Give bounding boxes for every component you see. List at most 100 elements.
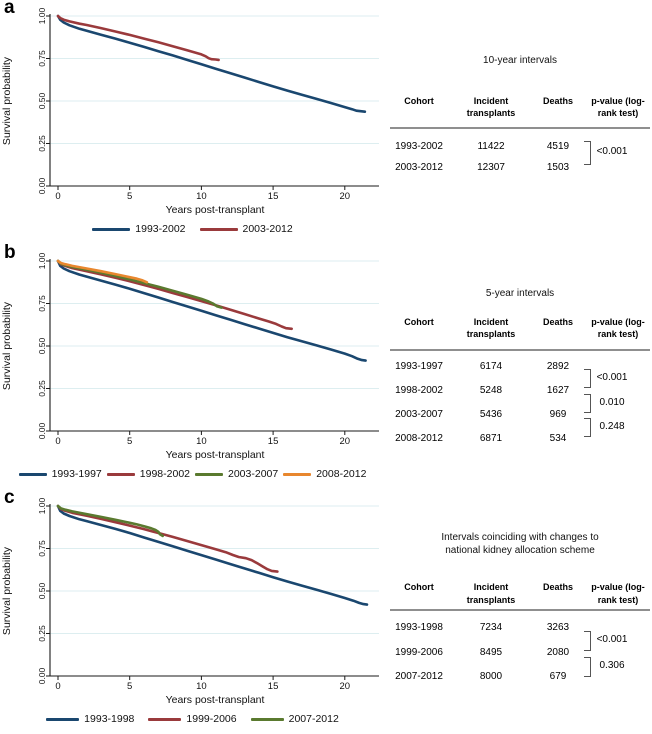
legend-label: 2003-2012: [242, 223, 293, 235]
cohort-cell: 2003-2007: [395, 409, 443, 420]
cohort-cell: 2008-2012: [395, 433, 443, 444]
legend-a: 1993-2002 2003-2012: [0, 223, 385, 235]
transplants-cell: 11422: [477, 141, 505, 152]
col-header-deaths: Deaths: [542, 96, 573, 106]
col-header-deaths: Deaths: [542, 317, 573, 327]
col-header-transplants: Incident transplants: [466, 317, 516, 339]
deaths-cell: 1627: [546, 385, 570, 396]
table-row: 1993-2002 11422 4519: [388, 141, 652, 153]
svg-text:15: 15: [268, 681, 279, 692]
legend-item: 2003-2007: [195, 468, 278, 480]
survival-plot-b: 0.00 0.25 0.50 0.75 1.00 0 5 10 15 20: [37, 252, 379, 447]
svg-text:10: 10: [196, 681, 207, 692]
legend-item: 1993-1998: [46, 713, 134, 725]
col-header-pvalue: p-value (log-rank test): [591, 317, 645, 339]
svg-text:0: 0: [55, 681, 60, 692]
svg-text:0.50: 0.50: [37, 337, 47, 354]
cohort-cell: 2003-2012: [395, 162, 443, 173]
transplants-cell: 12307: [477, 162, 505, 173]
survival-chart-c: 0.00 0.25 0.50 0.75 1.00 0 5 10 15 20 Survival pr…: [0, 490, 385, 734]
table-rule: [390, 127, 650, 129]
legend-b: 1993-1997 1998-2002 2003-2007 2008-2012: [0, 468, 385, 480]
cohort-cell: 1999-2006: [395, 647, 443, 658]
transplants-cell: 8495: [479, 647, 503, 658]
legend-swatch: [250, 717, 284, 721]
svg-text:0.50: 0.50: [37, 582, 47, 599]
svg-text:1.00: 1.00: [37, 7, 47, 24]
table-row: 2003-2007 5436 969: [388, 409, 652, 421]
legend-swatch: [18, 472, 47, 476]
pvalue-bracket: [584, 394, 591, 413]
col-header-transplants: Incident transplants: [466, 96, 516, 118]
survival-chart-b: 0.00 0.25 0.50 0.75 1.00 0 5 10 15 20 Survival pr…: [0, 245, 385, 489]
table-row: 2007-2012 8000 679: [388, 671, 652, 683]
table-title: Intervals coinciding with changes to nat…: [441, 532, 599, 556]
legend-swatch: [92, 227, 131, 231]
svg-text:20: 20: [340, 681, 351, 692]
svg-text:0.25: 0.25: [37, 380, 47, 397]
legend-swatch: [148, 717, 182, 721]
table-row: 1999-2006 8495 2080: [388, 647, 652, 659]
col-header-cohort: Cohort: [404, 96, 434, 106]
legend-item: 1993-1997: [18, 468, 102, 480]
survival-chart-a: 0.00 0.25 0.50 0.75 1.00 0 5 10 15 20 Survival pr…: [0, 0, 385, 244]
col-header-transplants: Incident transplants: [466, 582, 516, 605]
table-row: 2008-2012 6871 534: [388, 433, 652, 445]
legend-item: 2008-2012: [283, 468, 366, 480]
legend-label: 2007-2012: [288, 713, 339, 725]
legend-label: 2008-2012: [316, 468, 367, 480]
svg-text:0.75: 0.75: [37, 295, 47, 312]
table-row: 1998-2002 5248 1627: [388, 385, 652, 397]
pvalue-bracket: [584, 631, 591, 651]
cohort-cell: 1993-1997: [395, 361, 443, 372]
panel-letter-b: b: [4, 242, 16, 263]
legend-label: 1998-2002: [139, 468, 190, 480]
table-rule: [390, 349, 650, 351]
y-axis-label: Survival probability: [1, 56, 13, 146]
svg-text:15: 15: [268, 191, 279, 202]
x-axis-label: Years post-transplant: [165, 449, 265, 461]
svg-text:0.00: 0.00: [37, 177, 47, 194]
deaths-cell: 1503: [546, 162, 570, 173]
legend-label: 1993-1997: [51, 468, 102, 480]
svg-text:20: 20: [340, 191, 351, 202]
panel-b: b 0.00 0.25 0.50 0.75 1.00 0 5 10 15 20 Survival …: [0, 242, 652, 489]
svg-text:0.50: 0.50: [37, 92, 47, 109]
pvalue: <0.001: [596, 146, 628, 157]
legend-swatch: [46, 717, 80, 721]
cohort-cell: 1998-2002: [395, 385, 443, 396]
survival-plot-c: 0.00 0.25 0.50 0.75 1.00 0 5 10 15 20: [37, 497, 379, 692]
transplants-cell: 5436: [479, 409, 503, 420]
deaths-cell: 679: [549, 671, 567, 682]
table-rule: [390, 609, 650, 611]
svg-text:0.75: 0.75: [37, 50, 47, 67]
legend-label: 1993-1998: [84, 713, 135, 725]
legend-label: 1993-2002: [135, 223, 186, 235]
legend-c: 1993-1998 1999-2006 2007-2012: [0, 713, 385, 725]
transplants-cell: 5248: [479, 385, 503, 396]
pvalue-bracket: [584, 657, 591, 677]
transplants-cell: 6174: [479, 361, 503, 372]
col-header-cohort: Cohort: [404, 317, 434, 327]
table-header-row: Cohort Incident transplants Deaths p-val…: [388, 96, 652, 119]
deaths-cell: 4519: [546, 141, 570, 152]
svg-text:0: 0: [55, 191, 60, 202]
svg-text:5: 5: [127, 191, 132, 202]
cohort-cell: 1993-1998: [395, 622, 443, 633]
cohort-table-c: Intervals coinciding with changes to nat…: [388, 528, 652, 698]
pvalue-bracket: [584, 418, 591, 437]
legend-swatch: [195, 472, 223, 476]
svg-text:0: 0: [55, 436, 60, 447]
svg-text:10: 10: [196, 436, 207, 447]
legend-item: 1999-2006: [148, 713, 237, 725]
svg-text:5: 5: [127, 436, 132, 447]
panel-c: c 0.00 0.25 0.50 0.75 1.00 0 5 10 15 20 Survival …: [0, 487, 652, 734]
col-header-pvalue: p-value (log-rank test): [591, 582, 645, 605]
deaths-cell: 3263: [546, 622, 570, 633]
panel-letter-a: a: [4, 0, 15, 18]
legend-swatch: [106, 472, 135, 476]
svg-text:0.00: 0.00: [37, 667, 47, 684]
svg-text:1.00: 1.00: [37, 497, 47, 514]
y-axis-label: Survival probability: [1, 301, 13, 391]
panel-letter-c: c: [4, 487, 15, 508]
